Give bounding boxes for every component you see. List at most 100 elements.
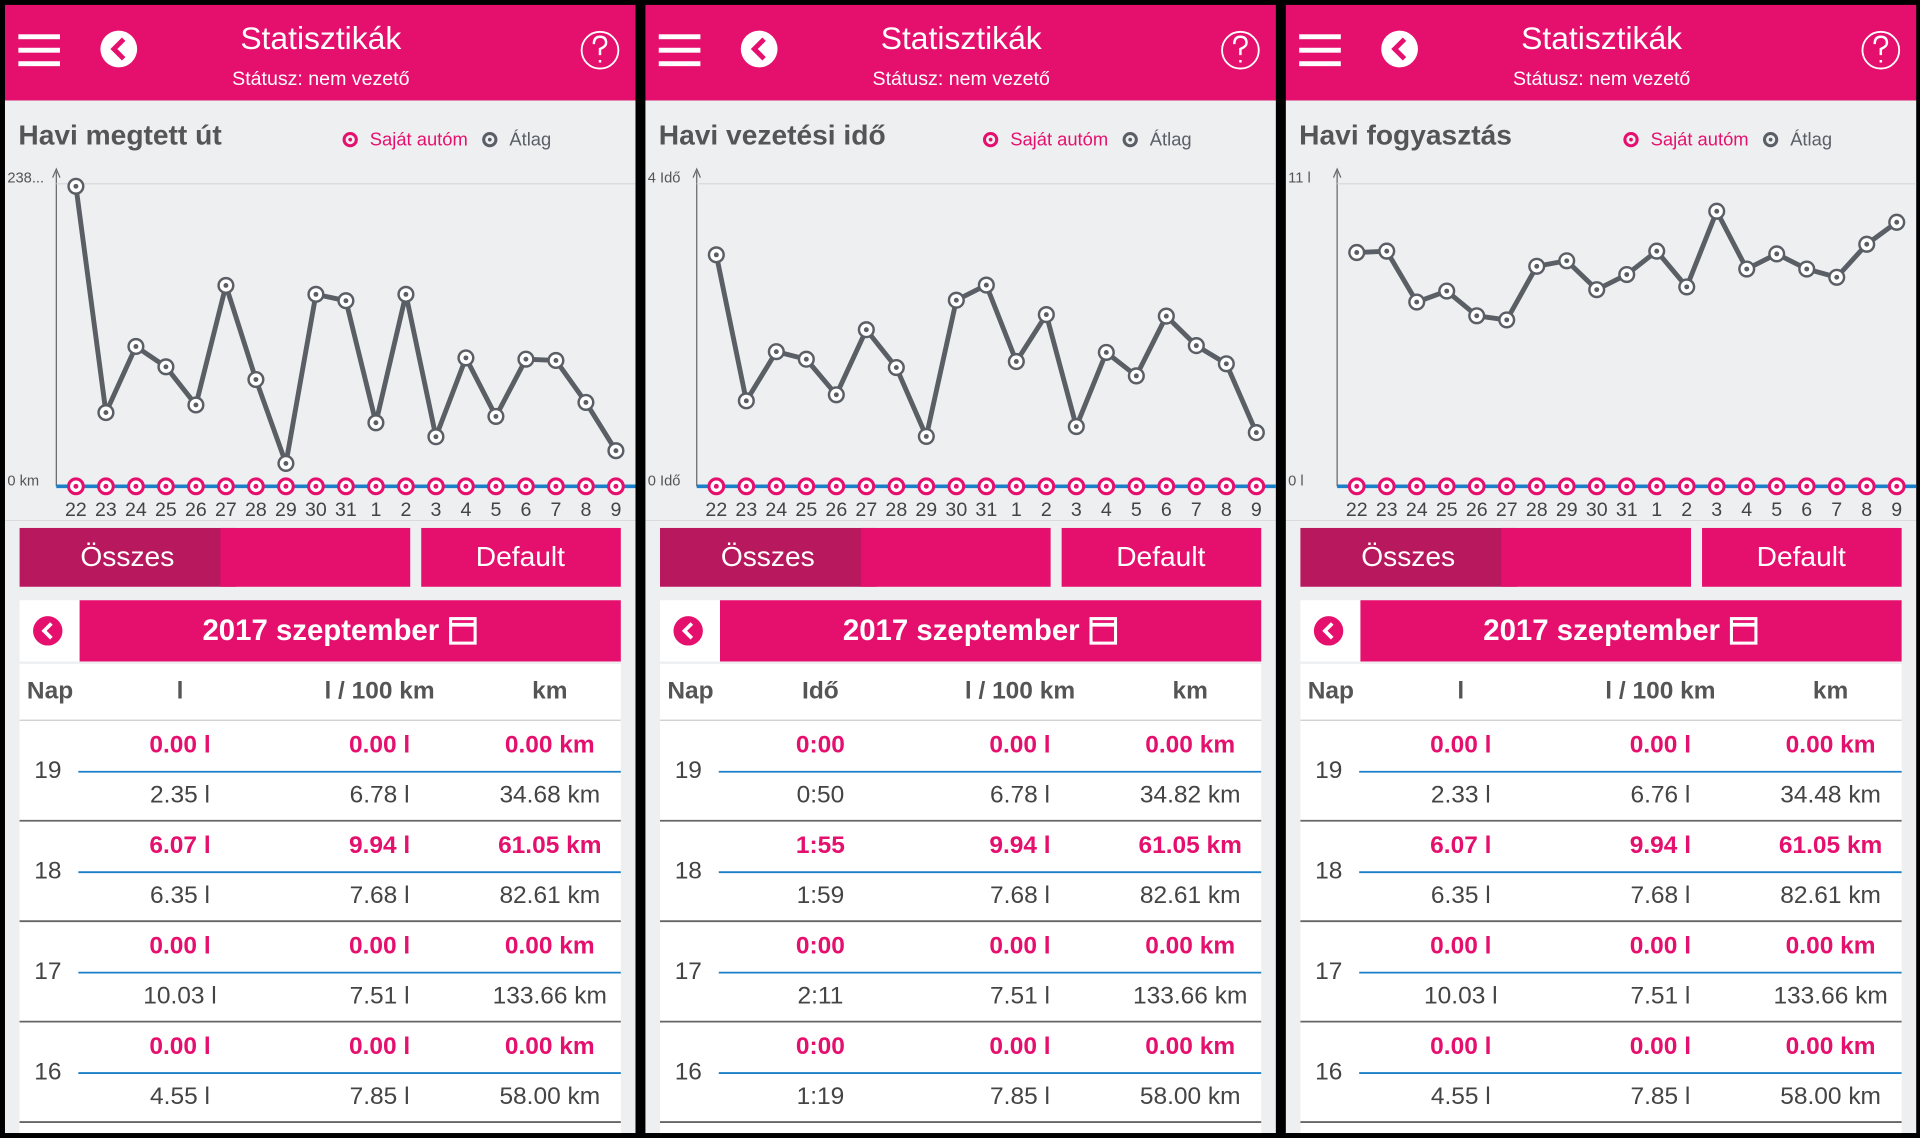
back-button[interactable]: [1381, 30, 1418, 68]
x-tick-label: 30: [1586, 499, 1608, 521]
button-default-label[interactable]: Default: [1116, 541, 1205, 572]
y-axis-arrow: [52, 167, 61, 178]
button-default[interactable]: [1702, 527, 1902, 587]
column-header: l / 100 km: [324, 678, 434, 705]
day-label[interactable]: 19: [34, 757, 61, 784]
menu-icon[interactable]: [658, 61, 701, 67]
column-header: l / 100 km: [965, 678, 1075, 705]
menu-icon[interactable]: [658, 34, 701, 40]
average-point-dot: [1594, 287, 1600, 293]
average-point-dot: [253, 377, 259, 382]
help-button[interactable]: [1861, 30, 1901, 70]
own-point-dot: [1223, 483, 1229, 489]
button-default[interactable]: [1061, 527, 1262, 587]
cell: 0.00 l: [349, 1033, 410, 1060]
menu-icon[interactable]: [18, 47, 60, 53]
menu-icon[interactable]: [18, 61, 60, 67]
month-bar: [79, 600, 621, 662]
cell: 0.00 l: [149, 731, 210, 758]
menu-icon[interactable]: [658, 47, 701, 53]
menu-icon[interactable]: [1299, 34, 1341, 40]
legend-label[interactable]: Átlag: [1790, 129, 1832, 150]
month-back-chevron: [41, 622, 53, 640]
average-point-dot: [1384, 248, 1390, 254]
legend-label[interactable]: Saját autóm: [370, 129, 468, 150]
legend-label[interactable]: Saját autóm: [1010, 129, 1108, 150]
legend-label[interactable]: Saját autóm: [1651, 129, 1749, 150]
button-all[interactable]: [660, 527, 877, 587]
month-back[interactable]: [33, 616, 63, 646]
legend-marker: [1122, 131, 1138, 148]
average-point-dot: [403, 291, 409, 297]
cell: 2:11: [797, 983, 843, 1010]
average-point-dot: [463, 355, 469, 361]
day-label[interactable]: 19: [1315, 757, 1342, 784]
day-label[interactable]: 17: [34, 958, 61, 985]
column-header: km: [1813, 678, 1848, 705]
legend-label[interactable]: Átlag: [509, 129, 551, 150]
menu-icon[interactable]: [18, 34, 60, 40]
button-all-label[interactable]: Összes: [721, 541, 815, 572]
cell: 0.00 km: [1786, 1033, 1876, 1060]
x-tick-label: 25: [795, 499, 817, 521]
cell: 133.66 km: [1773, 983, 1887, 1010]
month-back[interactable]: [673, 616, 703, 646]
column-header: Nap: [667, 678, 713, 705]
cell: 10.03 l: [143, 983, 217, 1010]
x-tick-label: 24: [125, 499, 147, 521]
x-tick-label: 29: [275, 499, 297, 521]
x-tick-label: 4: [1101, 499, 1112, 521]
back-button[interactable]: [100, 30, 138, 68]
button-blank[interactable]: [1501, 527, 1692, 587]
menu-icon[interactable]: [1299, 47, 1341, 53]
menu-icon[interactable]: [1299, 61, 1341, 67]
legend-label[interactable]: Átlag: [1150, 129, 1192, 150]
own-point-dot: [923, 483, 929, 489]
day-label[interactable]: 16: [34, 1059, 61, 1086]
button-default-label[interactable]: Default: [1757, 541, 1846, 572]
y-tick-label: 11 l: [1288, 171, 1311, 187]
cell: 2.35 l: [150, 782, 210, 809]
x-tick-label: 3: [1071, 499, 1082, 521]
day-label[interactable]: 16: [1315, 1059, 1342, 1086]
x-tick-label: 8: [580, 499, 591, 521]
back-button[interactable]: [740, 30, 778, 68]
help-button[interactable]: [1221, 30, 1260, 70]
month-back[interactable]: [1313, 616, 1344, 646]
button-blank[interactable]: [860, 527, 1051, 587]
own-point-dot: [1834, 483, 1840, 489]
day-label[interactable]: 19: [675, 757, 702, 784]
help-button[interactable]: [580, 30, 620, 70]
legend-dot: [487, 137, 492, 142]
cell: 133.66 km: [493, 983, 607, 1010]
button-all[interactable]: [1300, 527, 1518, 587]
calendar-icon[interactable]: [449, 617, 477, 645]
average-point-dot: [1193, 343, 1199, 349]
button-all-label[interactable]: Összes: [1361, 541, 1455, 572]
calendar-icon[interactable]: [1089, 617, 1118, 645]
button-default[interactable]: [421, 527, 621, 587]
day-label[interactable]: 18: [1315, 858, 1342, 885]
x-tick-label: 25: [155, 499, 177, 521]
x-tick-label: 7: [1831, 499, 1842, 521]
calendar-icon[interactable]: [1729, 617, 1758, 645]
button-all-label[interactable]: Összes: [80, 541, 174, 572]
cell: 7.85 l: [1630, 1083, 1690, 1110]
day-label[interactable]: 18: [34, 858, 61, 885]
own-point-dot: [313, 483, 319, 489]
day-label[interactable]: 16: [675, 1059, 702, 1086]
cell: 7.68 l: [990, 882, 1050, 909]
average-point-dot: [1654, 248, 1660, 254]
own-point-dot: [493, 483, 499, 489]
day-label[interactable]: 18: [675, 858, 702, 885]
button-all[interactable]: [19, 527, 237, 587]
average-point-dot: [1043, 312, 1049, 318]
own-point-dot: [1894, 483, 1900, 489]
x-tick-label: 24: [765, 499, 787, 521]
button-blank[interactable]: [220, 527, 411, 587]
button-default-label[interactable]: Default: [476, 541, 565, 572]
day-label[interactable]: 17: [1315, 958, 1342, 985]
y-tick-label: 238...: [7, 171, 44, 187]
legend-marker: [342, 131, 358, 148]
day-label[interactable]: 17: [675, 958, 702, 985]
